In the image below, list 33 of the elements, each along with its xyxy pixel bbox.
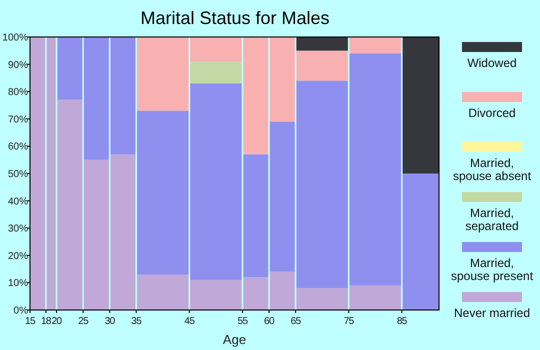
legend-label: Married, spouse absent [452, 156, 532, 183]
legend-label: Divorced [468, 106, 516, 120]
x-tick-label: 30 [104, 316, 116, 327]
x-tick-label: 45 [184, 316, 196, 327]
y-tick-label: 30% [8, 224, 28, 235]
legend-label: Married, separated [465, 206, 519, 233]
x-tick-label: 65 [290, 316, 302, 327]
y-tick-label: 10% [8, 278, 28, 290]
y-tick-label: 80% [8, 87, 28, 98]
y-tick-label: 60% [8, 142, 28, 153]
legend-label: Married, spouse present [450, 256, 534, 283]
chart-title: Marital Status for Males [140, 8, 330, 28]
x-tick-label: 25 [78, 316, 90, 327]
x-tick-label: 20 [52, 316, 63, 327]
x-tick-label: 75 [344, 316, 355, 327]
legend-label: Never married [454, 306, 530, 320]
bar [243, 277, 268, 310]
x-axis-title: Age [222, 332, 246, 347]
y-tick-label: 100% [2, 32, 28, 44]
x-tick-label: 55 [238, 316, 248, 327]
x-tick-label: 35 [131, 316, 142, 327]
x-tick-label: 18 [40, 316, 52, 327]
y-tick-label: 40% [8, 196, 28, 208]
y-tick-label: 90% [8, 60, 28, 71]
legend-label: Widowed [467, 56, 517, 70]
y-tick-label: 70% [8, 114, 28, 126]
y-tick-label: 0% [14, 306, 28, 316]
x-tick-label: 60 [264, 316, 276, 327]
y-tick-label: 20% [8, 250, 28, 262]
bar [190, 62, 242, 84]
y-tick-label: 50% [8, 169, 28, 180]
x-tick-label: 15 [25, 316, 36, 327]
x-tick-label: 85 [396, 316, 408, 327]
